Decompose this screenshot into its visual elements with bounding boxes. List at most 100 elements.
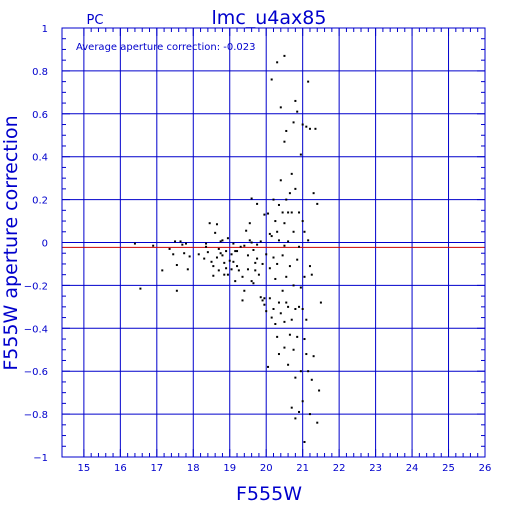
- data-point: [307, 239, 310, 242]
- data-point: [307, 370, 310, 373]
- data-point: [232, 260, 235, 263]
- data-point: [310, 273, 313, 276]
- data-point: [274, 323, 277, 326]
- data-point: [314, 127, 317, 130]
- data-point: [296, 110, 299, 113]
- data-point: [225, 267, 228, 270]
- data-point: [274, 220, 277, 223]
- x-tick-labels: 15 16 17 18 19 20 21 22 23 24 25 26: [78, 463, 492, 474]
- data-point: [283, 320, 286, 323]
- data-point: [292, 121, 295, 124]
- x-tick-label: 26: [479, 463, 492, 474]
- reference-lines: [62, 242, 485, 248]
- data-point: [161, 269, 164, 272]
- data-point: [268, 267, 271, 270]
- data-point: [288, 333, 291, 336]
- data-point: [205, 242, 208, 245]
- data-point: [287, 240, 290, 243]
- data-point: [259, 296, 262, 299]
- data-point: [179, 240, 182, 243]
- x-tick-label: 22: [333, 463, 346, 474]
- data-point: [263, 303, 266, 306]
- data-point: [236, 265, 239, 268]
- data-point: [301, 220, 304, 223]
- data-point: [234, 280, 237, 283]
- data-point: [287, 211, 290, 214]
- data-point: [287, 363, 290, 366]
- data-point: [212, 274, 215, 277]
- data-point: [241, 299, 244, 302]
- data-point: [277, 353, 280, 356]
- data-point: [197, 253, 200, 256]
- data-point: [276, 61, 279, 64]
- data-point: [268, 297, 271, 300]
- data-point: [294, 99, 297, 102]
- data-point: [310, 378, 313, 381]
- data-point: [210, 260, 213, 263]
- data-point: [172, 253, 175, 256]
- data-point: [270, 78, 273, 81]
- data-point: [279, 312, 282, 315]
- data-point: [259, 240, 262, 243]
- data-point: [283, 222, 286, 225]
- data-point: [305, 125, 308, 128]
- data-point: [287, 305, 290, 308]
- data-point: [292, 348, 295, 351]
- data-point: [186, 268, 189, 271]
- data-point: [265, 310, 268, 313]
- data-point: [212, 265, 215, 268]
- data-point: [234, 250, 237, 253]
- data-point: [301, 123, 304, 126]
- data-point: [296, 335, 299, 338]
- y-tick-label: −0.4: [24, 324, 48, 335]
- data-point: [270, 316, 273, 319]
- data-point: [316, 202, 319, 205]
- data-point: [243, 289, 246, 292]
- data-point: [281, 289, 284, 292]
- data-point: [139, 287, 142, 290]
- data-point: [292, 284, 295, 287]
- data-point: [263, 297, 266, 300]
- detector-label: PC: [87, 13, 104, 28]
- x-axis-label: F555W: [236, 483, 302, 505]
- data-point: [307, 80, 310, 83]
- data-point: [261, 299, 264, 302]
- y-tick-label: 0.6: [32, 110, 48, 121]
- data-point: [276, 262, 279, 265]
- data-point: [272, 198, 275, 201]
- data-point: [277, 301, 280, 304]
- data-point: [305, 353, 308, 356]
- data-point: [308, 127, 311, 130]
- y-tick-label: 0.4: [32, 153, 48, 164]
- data-point: [303, 230, 306, 233]
- data-point: [281, 211, 284, 214]
- data-point: [230, 268, 233, 271]
- data-point: [277, 239, 280, 242]
- data-point: [294, 187, 297, 190]
- y-tick-label: 0.2: [32, 196, 48, 207]
- data-point: [290, 406, 293, 409]
- x-tick-label: 25: [442, 463, 455, 474]
- data-point: [272, 256, 275, 259]
- data-point: [254, 261, 257, 264]
- data-point: [305, 318, 308, 321]
- data-point: [246, 254, 249, 257]
- y-tick-label: 0: [42, 239, 48, 250]
- y-tick-label: −1: [33, 453, 48, 464]
- data-point: [188, 255, 191, 258]
- data-point: [206, 251, 209, 254]
- data-point: [285, 129, 288, 132]
- axis-ticks: [62, 27, 486, 458]
- data-point: [303, 440, 306, 443]
- data-point: [301, 400, 304, 403]
- data-point: [272, 307, 275, 310]
- data-point: [217, 247, 220, 250]
- data-point: [277, 203, 280, 206]
- data-point: [294, 307, 297, 310]
- data-point: [276, 335, 279, 338]
- data-point: [283, 54, 286, 57]
- data-point: [230, 253, 233, 256]
- data-point: [298, 211, 301, 214]
- y-tick-label: −0.6: [24, 367, 48, 378]
